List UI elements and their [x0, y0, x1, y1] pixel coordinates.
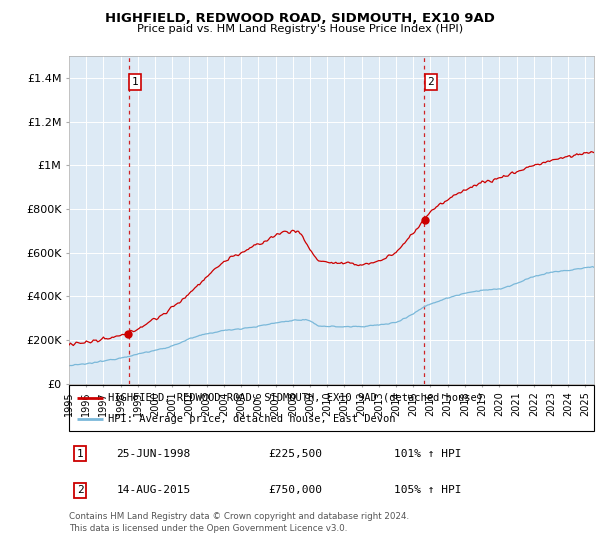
- Text: 1: 1: [77, 449, 83, 459]
- Text: 2: 2: [77, 486, 83, 495]
- Text: £225,500: £225,500: [269, 449, 323, 459]
- Text: Price paid vs. HM Land Registry's House Price Index (HPI): Price paid vs. HM Land Registry's House …: [137, 24, 463, 34]
- Text: 101% ↑ HPI: 101% ↑ HPI: [395, 449, 462, 459]
- Text: 1: 1: [132, 77, 139, 87]
- Text: 25-JUN-1998: 25-JUN-1998: [116, 449, 191, 459]
- Text: HIGHFIELD, REDWOOD ROAD, SIDMOUTH, EX10 9AD: HIGHFIELD, REDWOOD ROAD, SIDMOUTH, EX10 …: [105, 12, 495, 25]
- Text: £750,000: £750,000: [269, 486, 323, 495]
- Text: HPI: Average price, detached house, East Devon: HPI: Average price, detached house, East…: [109, 414, 396, 424]
- Text: HIGHFIELD, REDWOOD ROAD, SIDMOUTH, EX10 9AD (detached house): HIGHFIELD, REDWOOD ROAD, SIDMOUTH, EX10 …: [109, 393, 484, 403]
- Text: 105% ↑ HPI: 105% ↑ HPI: [395, 486, 462, 495]
- Text: 2: 2: [427, 77, 434, 87]
- Text: 14-AUG-2015: 14-AUG-2015: [116, 486, 191, 495]
- Text: Contains HM Land Registry data © Crown copyright and database right 2024.
This d: Contains HM Land Registry data © Crown c…: [69, 512, 409, 533]
